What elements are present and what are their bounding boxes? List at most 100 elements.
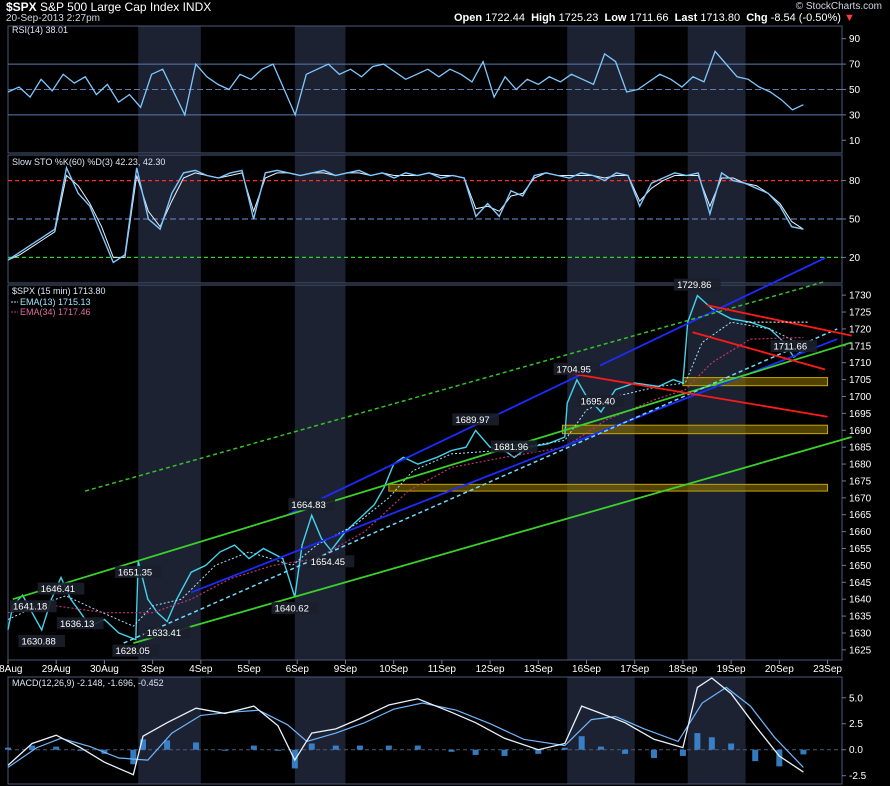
price-callout-bg bbox=[143, 626, 191, 639]
price-panel-title: $SPX (15 min) 1713.80 bbox=[12, 286, 106, 296]
price-axis-tick-label: 1725 bbox=[849, 308, 872, 319]
trendline-blue bbox=[190, 338, 838, 594]
macd-histogram-bar bbox=[193, 742, 200, 750]
ema34-legend: EMA(34) 1717.46 bbox=[20, 307, 91, 317]
trendline-green bbox=[12, 341, 852, 601]
rsi-axis-tick-label: 90 bbox=[849, 34, 861, 45]
sto-panel-title: Slow STO %K(60) %D(3) 42.23, 42.30 bbox=[12, 157, 165, 167]
price-callout: 1704.95 bbox=[557, 364, 591, 375]
trendline-cyan-dotted bbox=[123, 328, 838, 644]
price-callout-bg bbox=[57, 617, 104, 630]
macd-histogram-bar bbox=[274, 749, 281, 751]
macd-histogram-bar bbox=[356, 745, 363, 750]
macd-histogram-bar bbox=[164, 740, 171, 750]
price-callout: 1729.86 bbox=[677, 280, 711, 291]
watermark: © StockCharts.com bbox=[795, 1, 882, 12]
x-axis-tick-label: 3Sep bbox=[141, 664, 165, 675]
macd-axis-frame bbox=[7, 676, 843, 785]
price-callout: 1651.35 bbox=[118, 567, 152, 578]
x-axis-tick-label: 12Sep bbox=[476, 664, 505, 675]
price-axis-tick-label: 1645 bbox=[849, 578, 872, 589]
macd-histogram-bar bbox=[800, 749, 807, 755]
macd-histogram-bar bbox=[130, 749, 137, 765]
price-axis-tick-label: 1640 bbox=[849, 595, 872, 606]
shaded-day-band bbox=[567, 285, 635, 660]
shaded-day-band bbox=[294, 285, 346, 660]
low-value: 1711.66 bbox=[629, 12, 669, 24]
price-axis-tick-label: 1730 bbox=[849, 291, 872, 302]
down-arrow-icon: ▼ bbox=[844, 12, 855, 24]
price-axis-tick-label: 1675 bbox=[849, 476, 872, 487]
chart-title-row: $SPX S&P 500 Large Cap Index INDX bbox=[6, 0, 211, 14]
chg-label: Chg bbox=[746, 12, 768, 24]
price-callout-bg bbox=[271, 602, 319, 615]
macd-histogram-bar bbox=[622, 749, 629, 754]
trendline-green bbox=[133, 436, 852, 644]
price-callout: 1640.62 bbox=[275, 604, 309, 615]
x-axis-tick-label: 19Sep bbox=[717, 664, 746, 675]
sto-axis-tick-label: 50 bbox=[849, 215, 861, 226]
price-callout-bg bbox=[490, 440, 538, 453]
price-callout-bg bbox=[770, 340, 818, 353]
trendline-red bbox=[692, 331, 826, 371]
price-axis-tick-label: 1715 bbox=[849, 341, 872, 352]
trendline-green-dotted bbox=[84, 280, 826, 492]
macd-histogram-bar bbox=[776, 749, 783, 767]
macd-histogram-bar bbox=[679, 749, 686, 756]
macd-histogram-bar bbox=[597, 746, 604, 750]
macd-histogram-bar bbox=[728, 743, 735, 750]
price-axis-tick-label: 1650 bbox=[849, 561, 872, 572]
chg-value: -8.54 (-0.50%) bbox=[770, 12, 841, 24]
x-axis-tick-label: 4Sep bbox=[189, 664, 213, 675]
trendline-blue bbox=[287, 257, 826, 516]
macd-line bbox=[7, 677, 804, 776]
price-axis-tick-label: 1670 bbox=[849, 493, 872, 504]
symbol: $SPX bbox=[6, 0, 37, 14]
macd-histogram-bar bbox=[752, 749, 759, 762]
macd-axis-tick-label: 2.5 bbox=[849, 719, 863, 730]
rsi-axis-tick-label: 30 bbox=[849, 110, 861, 121]
support-zone-box bbox=[561, 424, 829, 435]
price-callout: 1646.41 bbox=[41, 584, 75, 595]
shaded-day-band bbox=[567, 677, 635, 784]
price-axis-tick-label: 1685 bbox=[849, 443, 872, 454]
ohlc-row: Open 1722.44 High 1725.23 Low 1711.66 La… bbox=[454, 12, 855, 24]
price-callout-bg bbox=[288, 498, 336, 511]
x-axis-tick-label: 17Sep bbox=[620, 664, 649, 675]
open-value: 1722.44 bbox=[485, 12, 525, 24]
macd-histogram-bar bbox=[578, 736, 585, 750]
macd-histogram-bar bbox=[250, 745, 257, 750]
price-callout-bg bbox=[307, 555, 355, 568]
price-axis-tick-label: 1660 bbox=[849, 527, 872, 538]
macd-histogram-bar bbox=[5, 747, 11, 750]
shaded-day-band bbox=[138, 285, 201, 660]
price-series-line bbox=[7, 294, 804, 641]
ema13-line bbox=[7, 321, 804, 627]
price-callout: 1695.40 bbox=[581, 397, 615, 408]
macd-histogram-bar bbox=[708, 737, 715, 750]
x-axis-tick-label: 18Sep bbox=[668, 664, 697, 675]
x-axis-tick-label: 9Sep bbox=[334, 664, 358, 675]
x-axis-tick-label: 5Sep bbox=[237, 664, 261, 675]
x-axis-tick-label: 10Sep bbox=[379, 664, 408, 675]
sto-k-line bbox=[7, 165, 804, 264]
macd-histogram-bar bbox=[501, 749, 508, 756]
price-callout-bg bbox=[10, 600, 57, 613]
price-callout: 1711.66 bbox=[773, 342, 807, 353]
macd-panel-title: MACD(12,26,9) -2.148, -1.696, -0.452 bbox=[12, 678, 164, 688]
trendline-red bbox=[706, 304, 852, 337]
price-callout: 1628.05 bbox=[115, 646, 149, 657]
macd-histogram-bar bbox=[561, 747, 568, 750]
price-axis-tick-label: 1695 bbox=[849, 409, 872, 420]
rsi-series-line bbox=[7, 50, 804, 117]
price-axis-tick-label: 1655 bbox=[849, 544, 872, 555]
ema34-line bbox=[7, 336, 804, 614]
open-label: Open bbox=[454, 12, 483, 24]
price-axis-tick-label: 1665 bbox=[849, 510, 872, 521]
price-callout-bg bbox=[452, 413, 499, 426]
macd-histogram-bar bbox=[414, 745, 421, 750]
macd-histogram-bar bbox=[448, 749, 455, 752]
last-value: 1713.80 bbox=[700, 12, 741, 24]
price-callout: 1633.41 bbox=[147, 628, 181, 639]
